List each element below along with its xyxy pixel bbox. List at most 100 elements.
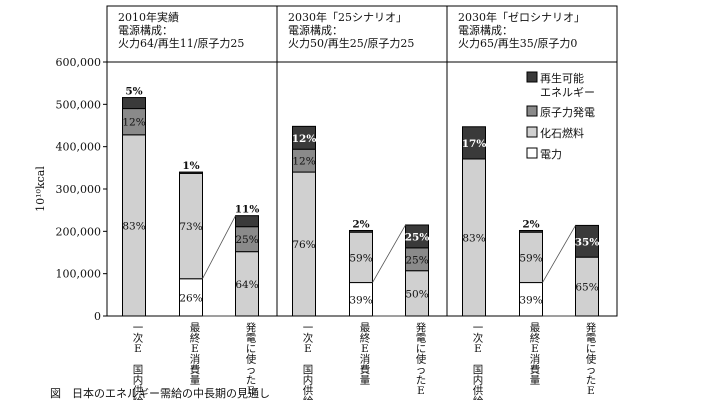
bar-segment-renewable bbox=[235, 215, 259, 228]
category-label-char: 国 bbox=[303, 364, 314, 376]
bar-segment-label: 25% bbox=[405, 254, 428, 266]
category-label-char: E bbox=[361, 343, 369, 355]
y-tick-label: 300,000 bbox=[56, 183, 102, 196]
category-label-char: 内 bbox=[133, 374, 144, 387]
category-label-char: 費 bbox=[530, 363, 541, 376]
category-label-char: 費 bbox=[360, 363, 371, 376]
connector-line bbox=[202, 215, 236, 279]
category-label-char: 使 bbox=[586, 353, 597, 366]
category-label-char: E bbox=[417, 385, 425, 397]
bar-segment-label: 59% bbox=[519, 252, 542, 264]
legend-label: 化石燃料 bbox=[540, 126, 584, 140]
category-label-char: E bbox=[247, 385, 255, 397]
bar-segment-renewable bbox=[292, 125, 316, 150]
bar-segment-renewable bbox=[575, 224, 599, 258]
category-label-char: 供 bbox=[303, 384, 314, 397]
category-label-char: た bbox=[416, 375, 427, 387]
category-label-char: 消 bbox=[190, 353, 201, 366]
figure-caption: 図 日本のエネルギー需給の中長期の見通し bbox=[50, 387, 270, 400]
category-label-char: E bbox=[474, 343, 482, 355]
category-label-char: に bbox=[246, 343, 257, 355]
category-label-char: 量 bbox=[190, 375, 201, 387]
bar-segment-label: 59% bbox=[349, 252, 372, 264]
legend-swatch-nuclear bbox=[526, 105, 538, 117]
category-label-char: 消 bbox=[530, 353, 541, 366]
bar-segment-label: 25% bbox=[405, 231, 430, 243]
category-label-char: 発 bbox=[416, 321, 427, 334]
category-label-char: 終 bbox=[360, 332, 371, 345]
bar-segment-renewable bbox=[179, 171, 203, 174]
y-axis-label: 10¹⁰kcal bbox=[34, 166, 47, 212]
connector-line bbox=[542, 225, 576, 283]
y-tick-label: 100,000 bbox=[56, 268, 102, 281]
bar-segment-renewable bbox=[462, 126, 486, 160]
category-label-char: 終 bbox=[530, 332, 541, 345]
bar-segment-renewable bbox=[405, 224, 429, 249]
category-label-char: 給 bbox=[473, 395, 484, 401]
bar-segment-label: 35% bbox=[575, 236, 600, 248]
y-tick-label: 200,000 bbox=[56, 225, 102, 238]
bar-segment-label: 50% bbox=[405, 288, 428, 300]
category-label-char: 給 bbox=[303, 395, 314, 401]
bar-segment-label: 1% bbox=[182, 160, 199, 172]
bar-segment-label: 73% bbox=[179, 221, 202, 233]
legend-label: 再生可能 bbox=[540, 71, 584, 85]
category-label-char: 電 bbox=[416, 333, 427, 345]
bar-segment-label: 64% bbox=[235, 279, 258, 291]
category-label-char: 使 bbox=[246, 353, 257, 366]
category-label-char: 発 bbox=[246, 321, 257, 334]
category-label-char: 次 bbox=[303, 332, 314, 345]
scenario-header-line: 2010年実績 bbox=[118, 10, 179, 24]
category-label-char: 一 bbox=[303, 322, 314, 334]
category-label-char: E bbox=[134, 343, 142, 355]
bar-segment-label: 39% bbox=[349, 294, 372, 306]
scenario-header-line: 2030年「25シナリオ」 bbox=[288, 10, 407, 24]
category-label-char: 次 bbox=[133, 332, 144, 345]
bar-segment-label: 83% bbox=[122, 220, 145, 232]
scenario-header-line: 火力64/再生11/原子力25 bbox=[118, 36, 244, 50]
category-label-char: E bbox=[191, 343, 199, 355]
category-label-char: 供 bbox=[473, 384, 484, 397]
category-label-char: 最 bbox=[190, 322, 201, 334]
category-label-char: っ bbox=[246, 364, 257, 376]
category-label-char: っ bbox=[586, 364, 597, 376]
category-label-char: 国 bbox=[473, 364, 484, 376]
legend-swatch-electricity bbox=[526, 147, 538, 159]
legend-label: 原子力発電 bbox=[540, 105, 595, 119]
category-label-char: 内 bbox=[473, 374, 484, 387]
bar-segment-label: 83% bbox=[462, 232, 485, 244]
scenario-header-line: 火力50/再生25/原子力25 bbox=[288, 36, 414, 50]
y-tick-label: 400,000 bbox=[56, 141, 102, 154]
bar-segment-renewable bbox=[122, 97, 146, 110]
bar-segment-label: 17% bbox=[462, 138, 487, 150]
category-label-char: 供 bbox=[133, 384, 144, 397]
category-label-char: E bbox=[531, 343, 539, 355]
category-label-char: 費 bbox=[190, 363, 201, 376]
category-label-char: 国 bbox=[133, 364, 144, 376]
y-tick-label: 0 bbox=[94, 310, 101, 323]
category-label-char: 電 bbox=[246, 333, 257, 345]
category-label-char: 内 bbox=[303, 374, 314, 387]
y-tick-label: 500,000 bbox=[56, 98, 102, 111]
category-label-char: 終 bbox=[190, 332, 201, 345]
bar-segment-renewable bbox=[519, 229, 543, 233]
bar-segment-label: 2% bbox=[352, 218, 369, 230]
category-label-char: た bbox=[246, 375, 257, 387]
category-label-char: 一 bbox=[473, 322, 484, 334]
bar-segment-label: 65% bbox=[575, 282, 598, 294]
legend-label: エネルギー bbox=[540, 86, 595, 99]
category-label-char: に bbox=[586, 343, 597, 355]
category-label-char: 量 bbox=[530, 375, 541, 387]
category-label-char: E bbox=[587, 385, 595, 397]
connector-line bbox=[372, 224, 406, 283]
scenario-header-line: 電源構成： bbox=[288, 23, 343, 37]
legend-swatch-fossil bbox=[526, 126, 538, 138]
bar-segment-label: 25% bbox=[235, 234, 258, 246]
category-label-char: E bbox=[304, 343, 312, 355]
bar-segment-label: 5% bbox=[125, 86, 142, 98]
bar-segment-label: 12% bbox=[292, 156, 315, 168]
category-label-char: 消 bbox=[360, 353, 371, 366]
category-label-char: 一 bbox=[133, 322, 144, 334]
category-label-char: 発 bbox=[586, 321, 597, 334]
bar-segment-label: 12% bbox=[122, 117, 145, 129]
